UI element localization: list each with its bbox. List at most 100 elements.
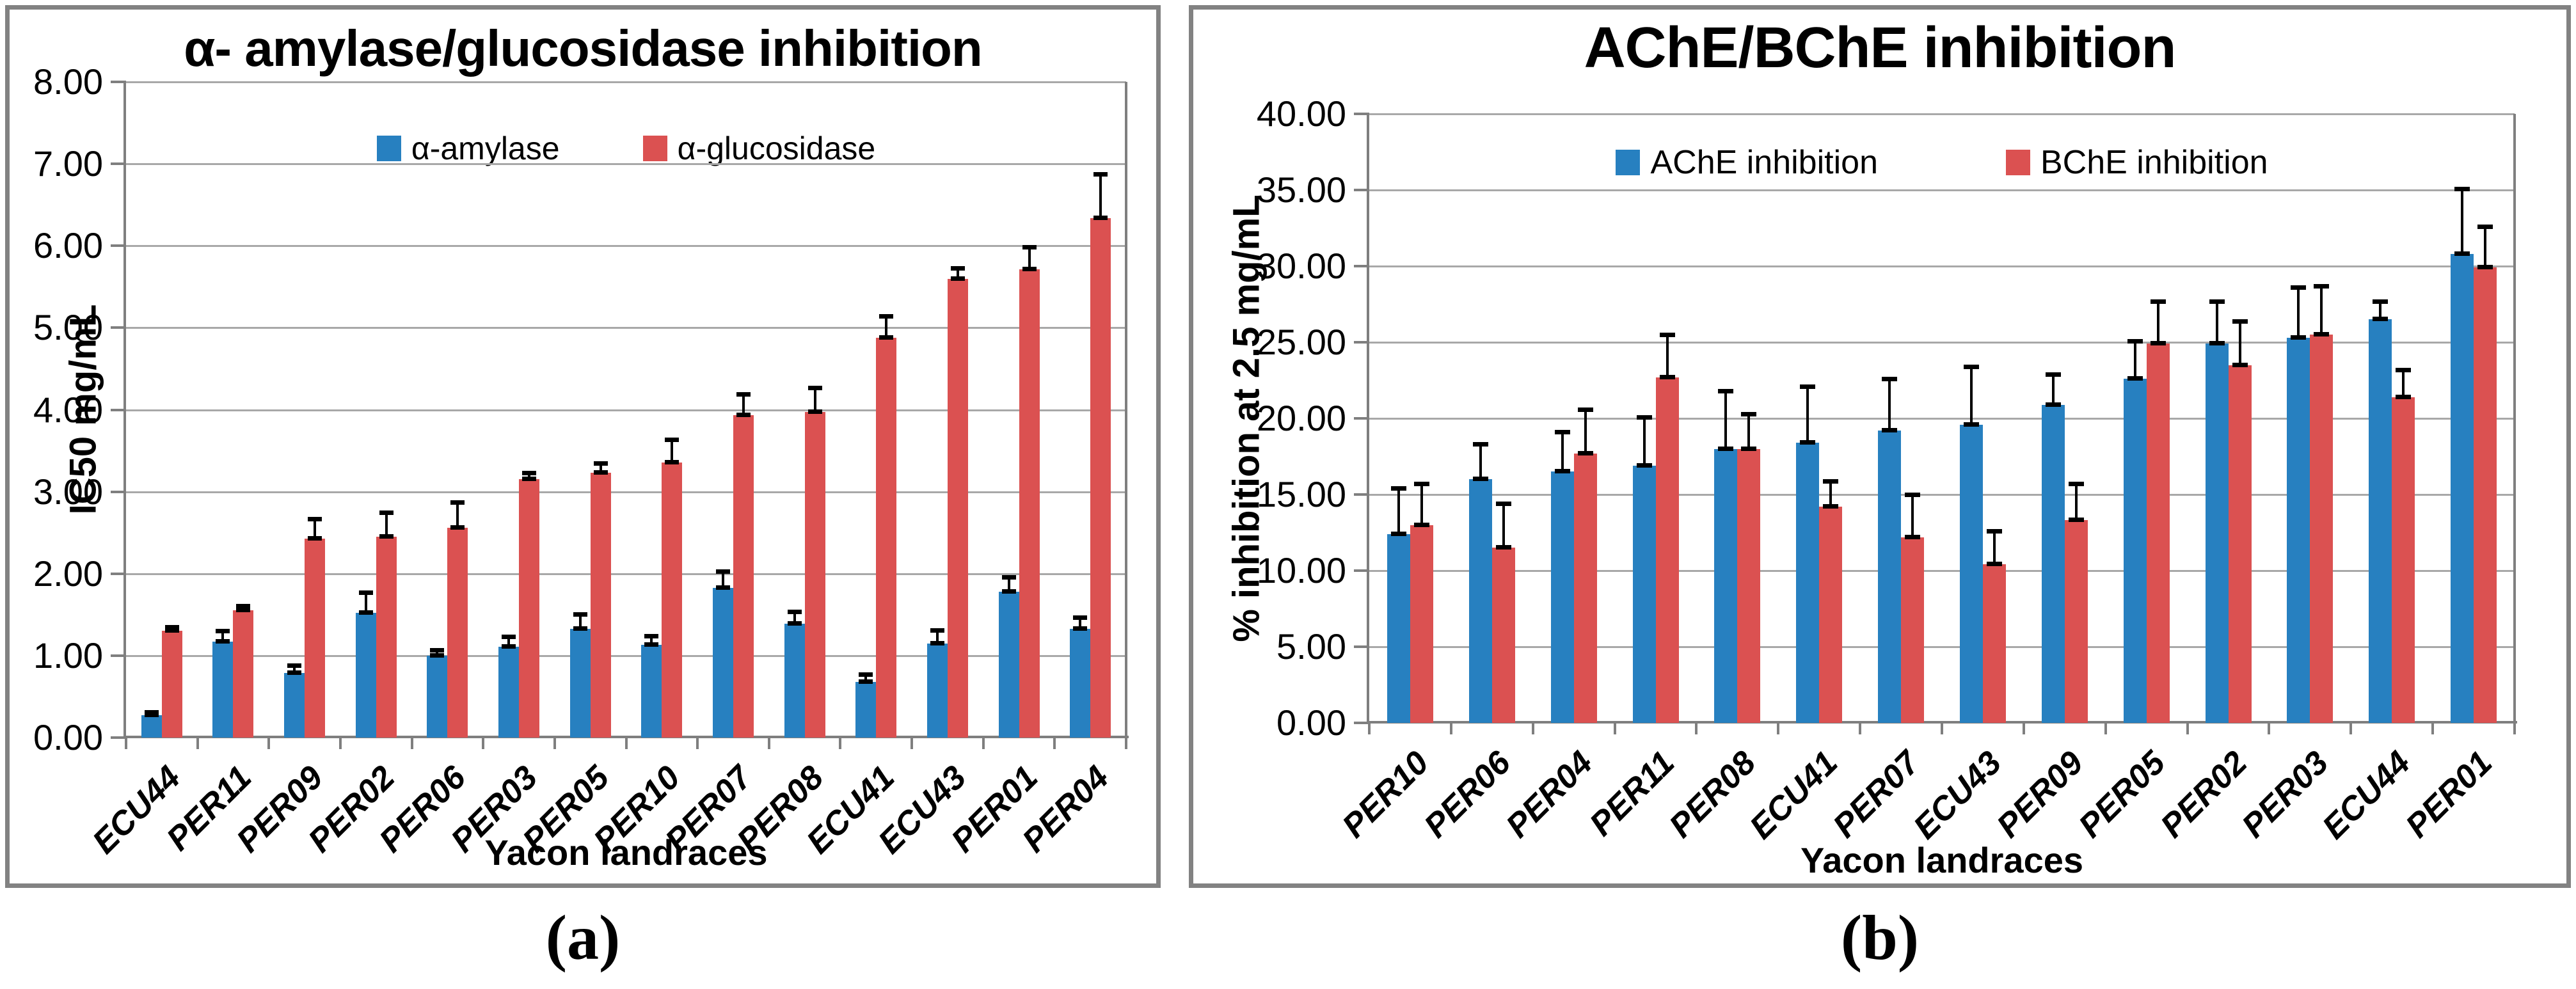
- y-tick-label: 30.00: [1256, 246, 1346, 286]
- legend-swatch-red: [642, 136, 667, 161]
- error-bar-line: [864, 674, 868, 682]
- bar-series-1: [305, 538, 326, 738]
- error-bar-line: [1099, 173, 1102, 218]
- error-bar-cap-top: [807, 385, 822, 390]
- bar-series-0: [1878, 431, 1902, 723]
- error-bar-cap-bottom: [430, 653, 445, 658]
- x-tick: [1368, 723, 1371, 734]
- error-bar-line: [742, 394, 745, 416]
- error-bar-cap-bottom: [950, 276, 965, 281]
- y-tick-label: 15.00: [1256, 474, 1346, 514]
- error-bar-line: [1479, 444, 1482, 480]
- gridline: [1369, 418, 2515, 420]
- error-bar-cap-bottom: [1741, 446, 1757, 451]
- gridline: [1369, 570, 2515, 572]
- error-bar-cap-top: [216, 629, 230, 634]
- error-bar-line: [2074, 484, 2078, 521]
- y-tick-label: 3.00: [33, 471, 103, 512]
- error-bar-cap-bottom: [859, 679, 873, 684]
- bar-series-0: [2041, 404, 2065, 723]
- y-tick: [1354, 341, 1369, 344]
- y-axis-line: [123, 82, 126, 739]
- bar-series-0: [141, 715, 162, 738]
- error-bar-line: [1502, 503, 1505, 548]
- bar-series-1: [1573, 453, 1597, 723]
- chart-b-x-axis-title: Yacon landraces: [1800, 840, 2083, 880]
- error-bar-cap-top: [308, 516, 322, 521]
- error-bar-line: [599, 463, 602, 473]
- error-bar-cap-bottom: [1022, 267, 1037, 272]
- error-bar-cap-top: [450, 500, 465, 505]
- bar-series-1: [1982, 564, 2006, 723]
- error-bar-line: [2156, 301, 2159, 344]
- bar-series-0: [1959, 424, 1983, 723]
- error-bar-cap-bottom: [1390, 531, 1406, 536]
- x-tick: [839, 738, 842, 749]
- x-tick: [2513, 723, 2516, 734]
- legend-item-ache: AChE inhibition: [1616, 143, 1878, 182]
- bar-series-1: [2146, 344, 2170, 723]
- chart-a-title: α- amylase/glucosidase inhibition: [184, 20, 983, 77]
- x-tick: [1941, 723, 1943, 734]
- error-bar-cap-bottom: [1495, 545, 1511, 550]
- error-bar-line: [935, 630, 939, 644]
- error-bar-cap-bottom: [502, 644, 516, 649]
- error-bar-line: [578, 613, 582, 629]
- y-tick-label: 25.00: [1256, 322, 1346, 362]
- bar-series-1: [1901, 537, 1925, 723]
- y-tick-label: 8.00: [33, 61, 103, 102]
- error-bar-cap-top: [1882, 377, 1898, 382]
- gridline: [126, 573, 1126, 575]
- error-bar-cap-top: [2454, 186, 2470, 191]
- error-bar-cap-top: [930, 628, 944, 633]
- error-bar-cap-top: [2209, 299, 2225, 304]
- y-tick-label: 10.00: [1256, 550, 1346, 590]
- x-tick: [1613, 723, 1616, 734]
- error-bar-line: [528, 473, 531, 480]
- error-bar-cap-bottom: [358, 610, 373, 615]
- y-tick-label: 5.00: [33, 307, 103, 348]
- error-bar-line: [1724, 391, 1728, 449]
- error-bar-cap-top: [573, 612, 587, 617]
- error-bar-cap-bottom: [2373, 317, 2389, 322]
- error-bar-line: [2215, 301, 2218, 344]
- y-tick: [111, 326, 126, 329]
- error-bar-cap-top: [2396, 367, 2412, 372]
- error-bar-cap-bottom: [807, 409, 822, 415]
- error-bar-cap-top: [665, 437, 680, 442]
- legend-swatch-blue: [376, 136, 401, 161]
- legend-label-ache: AChE inhibition: [1650, 144, 1878, 181]
- error-bar-line: [1642, 416, 1646, 466]
- bar-series-1: [1410, 525, 1433, 723]
- y-tick-label: 20.00: [1256, 398, 1346, 438]
- bar-series-0: [712, 587, 733, 738]
- gridline: [1369, 189, 2515, 191]
- bar-series-0: [2369, 319, 2392, 723]
- bar-series-1: [1491, 548, 1515, 723]
- bar-series-0: [284, 672, 305, 738]
- gridline: [1369, 342, 2515, 344]
- x-tick: [267, 738, 271, 749]
- x-tick: [338, 738, 342, 749]
- error-bar-line: [1829, 480, 1833, 507]
- error-bar-cap-bottom: [2291, 335, 2307, 340]
- error-bar-cap-top: [1472, 442, 1488, 447]
- error-bar-cap-bottom: [2150, 341, 2166, 346]
- chart-b-plot-area: 0.00 5.00 10.00 15.00 20.00 25.00 30.00 35.00 40…: [1257, 95, 2517, 846]
- error-bar-line: [813, 387, 816, 413]
- error-bar-cap-bottom: [2232, 362, 2248, 367]
- y-tick-label: 7.00: [33, 143, 103, 184]
- error-bar-cap-top: [2068, 482, 2084, 487]
- bar-series-1: [876, 337, 897, 738]
- y-tick-label: 4.00: [33, 389, 103, 430]
- gridline: [126, 654, 1126, 657]
- y-tick: [111, 572, 126, 575]
- error-bar-cap-bottom: [1073, 626, 1088, 631]
- y-tick: [1354, 189, 1369, 191]
- legend-label-bche: BChE inhibition: [2040, 144, 2268, 181]
- bar-series-0: [498, 646, 520, 738]
- error-bar-cap-bottom: [287, 670, 302, 675]
- error-bar-cap-top: [287, 663, 302, 669]
- error-bar-cap-top: [502, 635, 516, 640]
- y-tick-label: 1.00: [33, 635, 103, 676]
